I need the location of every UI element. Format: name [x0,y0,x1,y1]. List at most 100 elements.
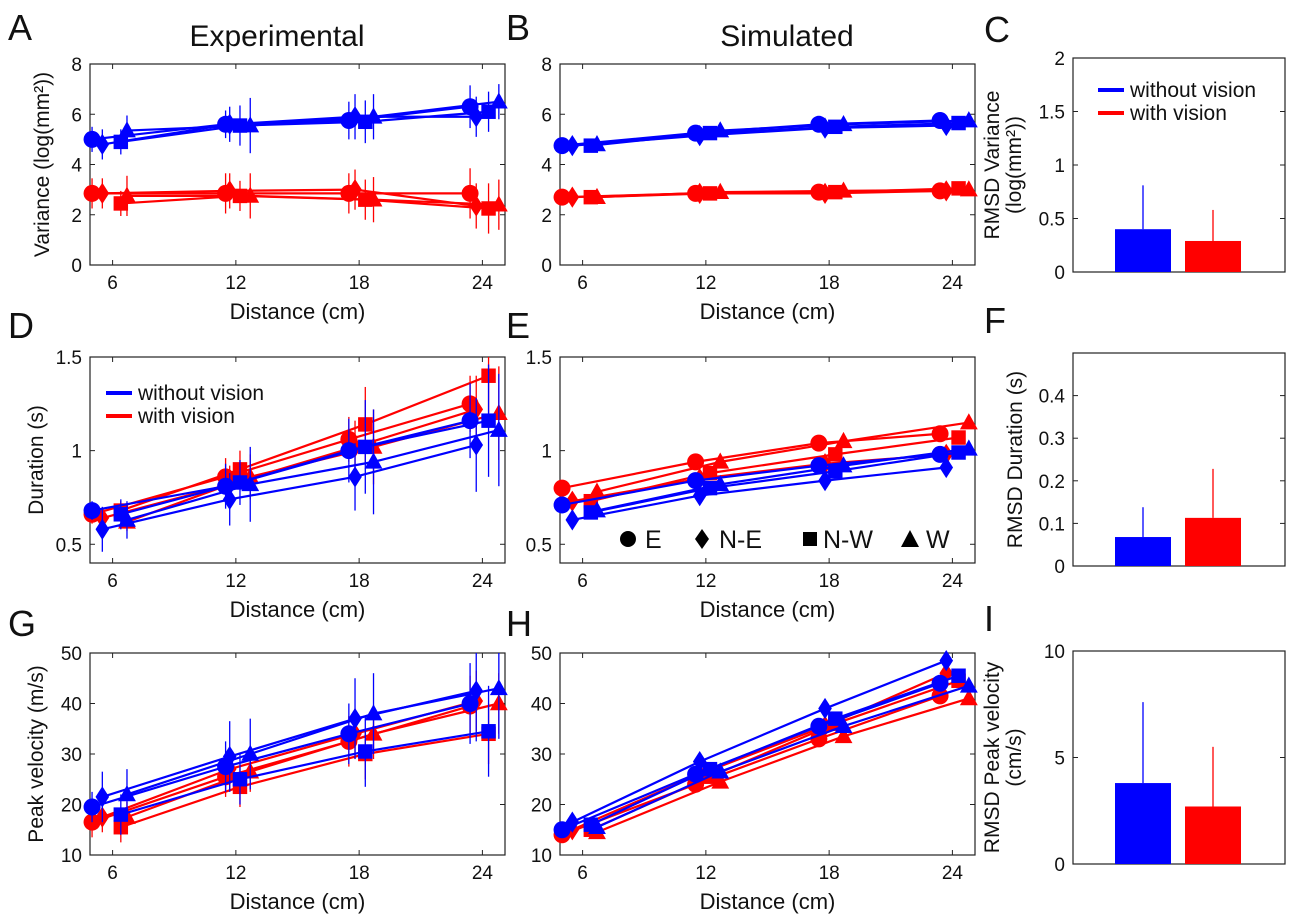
triangle-marker-icon [901,530,919,547]
series-without-vision-square [583,668,966,832]
data-point-square [232,772,248,787]
axes-box [89,652,506,856]
series-line [120,730,489,816]
series-line [561,682,941,831]
data-point-diamond [939,456,954,479]
y-tick-label: 1 [1054,156,1065,177]
series-line [571,672,947,831]
series-line [590,451,959,514]
data-point-diamond [939,649,954,672]
y-tick-label: 20 [531,796,552,817]
y-tick-label: 20 [61,796,82,817]
data-point-circle [553,188,571,206]
series-with-vision-square [113,703,496,843]
series-line [126,687,500,796]
panel-letter-a: A [8,7,32,48]
data-point-square [828,711,843,726]
series-without-vision-diamond [565,649,954,833]
legend-label-with-vision: with vision [137,405,235,428]
data-point-square [951,430,966,445]
legend-label-without-vision: without vision [1129,79,1256,102]
data-point-triangle [834,456,853,473]
series-line [126,428,500,521]
series-without-vision-triangle [118,84,508,154]
panel-letter-c: C [984,9,1010,50]
data-point-square [702,480,718,496]
data-point-diamond [565,509,580,531]
y-tick-label: 0.3 [1039,429,1065,450]
panel-letter-b: B [506,7,530,48]
legend-label-w: W [926,526,950,554]
series-with-vision-diamond [565,180,954,208]
y-tick-label: 6 [71,105,82,126]
series-without-vision-square [113,685,496,835]
series-without-vision-triangle [588,111,978,152]
y-tick-label: 1.5 [1039,103,1065,124]
bar-without-vision [1115,229,1171,272]
legend-vision-duration: without vision with vision [106,382,264,428]
y-axis-label: RMSD Variance(log(mm²)) [981,91,1026,240]
y-tick-label: 0 [1054,557,1065,578]
data-point-triangle [588,187,606,204]
y-axis-label-line: RMSD Variance [981,91,1004,240]
series-line [561,694,941,836]
y-tick-label: 30 [531,745,552,766]
data-point-triangle [711,772,730,789]
series-line [596,684,970,829]
data-point-triangle [241,116,260,133]
data-point-triangle [959,413,978,430]
axes-box [559,63,976,266]
panel-letter-i: I [984,598,994,639]
data-point-square [481,413,496,428]
series-line [596,421,969,493]
data-point-diamond [469,680,484,702]
legend-direction-markers: E N-E N-W W [620,526,950,554]
data-point-circle [83,184,101,202]
x-tick-label: 24 [942,571,964,592]
panel-i: 0 5 10 RMSD Peak velocity(cm/s) [981,642,1286,876]
series-with-vision-diamond [565,662,954,841]
series-line [91,419,471,512]
y-axis-label-line: Variance (log(mm²)) [31,72,54,257]
bar-with-vision [1185,240,1241,272]
x-tick-label: 6 [577,571,588,592]
data-point-diamond [565,135,580,157]
series-line [571,659,947,824]
series-without-vision-triangle [118,373,508,539]
data-point-triangle [118,785,136,802]
data-point-triangle [241,186,260,203]
y-tick-label: 4 [71,156,82,177]
panel-letter-g: G [8,603,36,644]
data-point-triangle [241,744,260,761]
x-tick-label: 24 [472,571,494,592]
square-marker-icon [803,532,817,546]
data-point-triangle [364,190,383,207]
y-tick-label: 10 [1044,642,1065,663]
series-with-vision-triangle [588,413,978,499]
series-without-vision-triangle [118,653,508,820]
x-tick-label: 24 [942,273,964,294]
y-tick-label: 1 [541,442,552,463]
data-point-square [828,447,843,462]
y-axis-label-line: (cm/s) [1003,728,1026,786]
data-point-triangle [588,817,606,835]
y-tick-label: 10 [531,846,552,867]
series-line [102,115,477,146]
y-tick-label: 10 [61,846,82,867]
x-axis-label: Distance (cm) [700,597,836,622]
series-with-vision-triangle [588,180,978,204]
data-point-circle [553,479,571,497]
circle-marker-icon [620,531,636,547]
panel-f: 0 0.1 0.2 0.3 0.4 RMSD Duration (s) [1004,352,1286,578]
x-axis-label: Distance (cm) [700,889,836,914]
y-tick-label: 8 [541,55,552,76]
series-line [102,443,477,531]
data-point-circle [553,821,571,839]
series-line [596,188,969,199]
series-line [561,432,941,490]
bar-with-vision [1185,517,1241,566]
data-point-square [113,807,129,822]
data-point-circle [461,184,479,202]
data-point-triangle [959,180,978,197]
